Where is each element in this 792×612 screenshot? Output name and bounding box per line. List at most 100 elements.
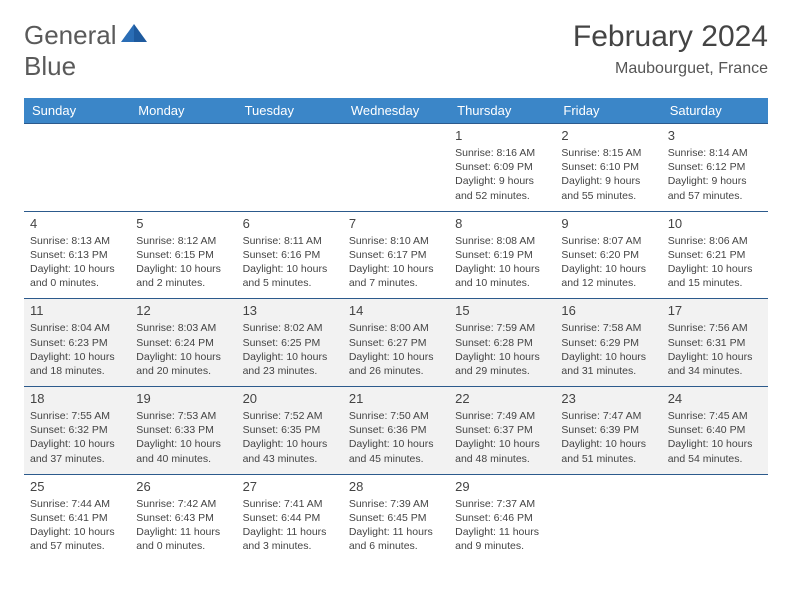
day-number: 22 (455, 391, 549, 406)
calendar-row: 25 Sunrise: 7:44 AMSunset: 6:41 PMDayligh… (24, 474, 768, 561)
calendar-cell: 12 Sunrise: 8:03 AMSunset: 6:24 PMDayligh… (130, 299, 236, 387)
day-number: 23 (561, 391, 655, 406)
month-title: February 2024 (573, 20, 768, 54)
calendar-cell: 20 Sunrise: 7:52 AMSunset: 6:35 PMDayligh… (237, 387, 343, 475)
calendar-cell: 23 Sunrise: 7:47 AMSunset: 6:39 PMDayligh… (555, 387, 661, 475)
day-header: Friday (555, 98, 661, 124)
day-number: 29 (455, 479, 549, 494)
day-number: 13 (243, 303, 337, 318)
calendar-row: 11Sunrise: 8:04 AMSunset: 6:23 PMDayligh… (24, 299, 768, 387)
day-number: 28 (349, 479, 443, 494)
day-number: 8 (455, 216, 549, 231)
calendar-cell: 16Sunrise: 7:58 AMSunset: 6:29 PMDayligh… (555, 299, 661, 387)
calendar-cell-empty (662, 474, 768, 561)
day-number: 5 (136, 216, 230, 231)
calendar-cell: 26Sunrise: 7:42 AMSunset: 6:43 PMDayligh… (130, 474, 236, 561)
cell-text: Sunrise: 7:56 AMSunset: 6:31 PMDaylight:… (668, 321, 762, 378)
calendar-cell: 14 Sunrise: 8:00 AMSunset: 6:27 PMDayligh… (343, 299, 449, 387)
calendar-cell-empty (24, 124, 130, 212)
cell-text: Sunrise: 7:59 AMSunset: 6:28 PMDaylight:… (455, 321, 549, 378)
brand-line1: General (24, 20, 117, 51)
calendar-cell: 21 Sunrise: 7:50 AMSunset: 6:36 PMDayligh… (343, 387, 449, 475)
cell-text: Sunrise: 8:03 AMSunset: 6:24 PMDaylight:… (136, 321, 230, 378)
brand-logo: General Blue (24, 20, 147, 82)
day-header: Sunday (24, 98, 130, 124)
day-number: 1 (455, 128, 549, 143)
day-number: 25 (30, 479, 124, 494)
calendar-cell: 1Sunrise: 8:16 AMSunset: 6:09 PMDaylight… (449, 124, 555, 212)
calendar-cell: 29 Sunrise: 7:37 AMSunset: 6:46 PMDayligh… (449, 474, 555, 561)
calendar-body: 1Sunrise: 8:16 AMSunset: 6:09 PMDaylight… (24, 124, 768, 562)
cell-text: Sunrise: 8:00 AMSunset: 6:27 PMDaylight:… (349, 321, 443, 378)
calendar-row: 1Sunrise: 8:16 AMSunset: 6:09 PMDaylight… (24, 124, 768, 212)
cell-text: Sunrise: 7:52 AMSunset: 6:35 PMDaylight:… (243, 409, 337, 466)
cell-text: Sunrise: 8:06 AMSunset: 6:21 PMDaylight:… (668, 234, 762, 291)
calendar-cell: 11Sunrise: 8:04 AMSunset: 6:23 PMDayligh… (24, 299, 130, 387)
brand-line2: Blue (24, 51, 117, 82)
calendar-cell: 18Sunrise: 7:55 AMSunset: 6:32 PMDayligh… (24, 387, 130, 475)
cell-text: Sunrise: 7:58 AMSunset: 6:29 PMDaylight:… (561, 321, 655, 378)
cell-text: Sunrise: 7:47 AMSunset: 6:39 PMDaylight:… (561, 409, 655, 466)
day-number: 21 (349, 391, 443, 406)
calendar-cell: 25 Sunrise: 7:44 AMSunset: 6:41 PMDayligh… (24, 474, 130, 561)
cell-text: Sunrise: 7:53 AMSunset: 6:33 PMDaylight:… (136, 409, 230, 466)
calendar-row: 4Sunrise: 8:13 AMSunset: 6:13 PMDaylight… (24, 211, 768, 299)
day-header: Thursday (449, 98, 555, 124)
cell-text: Sunrise: 7:39 AMSunset: 6:45 PMDaylight:… (349, 497, 443, 554)
day-number: 2 (561, 128, 655, 143)
calendar-cell: 28 Sunrise: 7:39 AMSunset: 6:45 PMDayligh… (343, 474, 449, 561)
calendar-cell: 4Sunrise: 8:13 AMSunset: 6:13 PMDaylight… (24, 211, 130, 299)
day-header: Monday (130, 98, 236, 124)
calendar-cell: 17 Sunrise: 7:56 AMSunset: 6:31 PMDayligh… (662, 299, 768, 387)
calendar-cell-empty (555, 474, 661, 561)
calendar-cell: 27Sunrise: 7:41 AMSunset: 6:44 PMDayligh… (237, 474, 343, 561)
day-number: 11 (30, 303, 124, 318)
calendar-cell: 13 Sunrise: 8:02 AMSunset: 6:25 PMDayligh… (237, 299, 343, 387)
cell-text: Sunrise: 8:11 AMSunset: 6:16 PMDaylight:… (243, 234, 337, 291)
day-number: 18 (30, 391, 124, 406)
calendar-cell-empty (237, 124, 343, 212)
calendar-cell: 19 Sunrise: 7:53 AMSunset: 6:33 PMDayligh… (130, 387, 236, 475)
cell-text: Sunrise: 8:12 AMSunset: 6:15 PMDaylight:… (136, 234, 230, 291)
cell-text: Sunrise: 7:50 AMSunset: 6:36 PMDaylight:… (349, 409, 443, 466)
calendar-cell-empty (343, 124, 449, 212)
calendar-cell: 3Sunrise: 8:14 AMSunset: 6:12 PMDaylight… (662, 124, 768, 212)
day-number: 19 (136, 391, 230, 406)
cell-text: Sunrise: 8:15 AMSunset: 6:10 PMDaylight:… (561, 146, 655, 203)
cell-text: Sunrise: 7:37 AMSunset: 6:46 PMDaylight:… (455, 497, 549, 554)
cell-text: Sunrise: 8:10 AMSunset: 6:17 PMDaylight:… (349, 234, 443, 291)
header: General Blue February 2024 Maubourguet, … (24, 20, 768, 82)
calendar-cell: 15 Sunrise: 7:59 AMSunset: 6:28 PMDayligh… (449, 299, 555, 387)
day-number: 20 (243, 391, 337, 406)
day-number: 15 (455, 303, 549, 318)
calendar-cell: 6 Sunrise: 8:11 AMSunset: 6:16 PMDaylight… (237, 211, 343, 299)
day-header-row: SundayMondayTuesdayWednesdayThursdayFrid… (24, 98, 768, 124)
calendar-table: SundayMondayTuesdayWednesdayThursdayFrid… (24, 98, 768, 561)
day-number: 10 (668, 216, 762, 231)
day-number: 6 (243, 216, 337, 231)
location: Maubourguet, France (573, 60, 768, 78)
cell-text: Sunrise: 7:44 AMSunset: 6:41 PMDaylight:… (30, 497, 124, 554)
calendar-cell: 5 Sunrise: 8:12 AMSunset: 6:15 PMDaylight… (130, 211, 236, 299)
calendar-cell: 9Sunrise: 8:07 AMSunset: 6:20 PMDaylight… (555, 211, 661, 299)
day-number: 9 (561, 216, 655, 231)
title-block: February 2024 Maubourguet, France (573, 20, 768, 78)
calendar-cell: 22Sunrise: 7:49 AMSunset: 6:37 PMDayligh… (449, 387, 555, 475)
cell-text: Sunrise: 8:02 AMSunset: 6:25 PMDaylight:… (243, 321, 337, 378)
day-header: Tuesday (237, 98, 343, 124)
day-number: 24 (668, 391, 762, 406)
calendar-cell: 10 Sunrise: 8:06 AMSunset: 6:21 PMDayligh… (662, 211, 768, 299)
day-header: Wednesday (343, 98, 449, 124)
cell-text: Sunrise: 7:45 AMSunset: 6:40 PMDaylight:… (668, 409, 762, 466)
cell-text: Sunrise: 8:14 AMSunset: 6:12 PMDaylight:… (668, 146, 762, 203)
cell-text: Sunrise: 8:13 AMSunset: 6:13 PMDaylight:… (30, 234, 124, 291)
day-header: Saturday (662, 98, 768, 124)
calendar-cell: 7Sunrise: 8:10 AMSunset: 6:17 PMDaylight… (343, 211, 449, 299)
cell-text: Sunrise: 8:08 AMSunset: 6:19 PMDaylight:… (455, 234, 549, 291)
day-number: 27 (243, 479, 337, 494)
day-number: 14 (349, 303, 443, 318)
day-number: 17 (668, 303, 762, 318)
cell-text: Sunrise: 7:42 AMSunset: 6:43 PMDaylight:… (136, 497, 230, 554)
day-number: 12 (136, 303, 230, 318)
triangle-icon (121, 24, 147, 51)
